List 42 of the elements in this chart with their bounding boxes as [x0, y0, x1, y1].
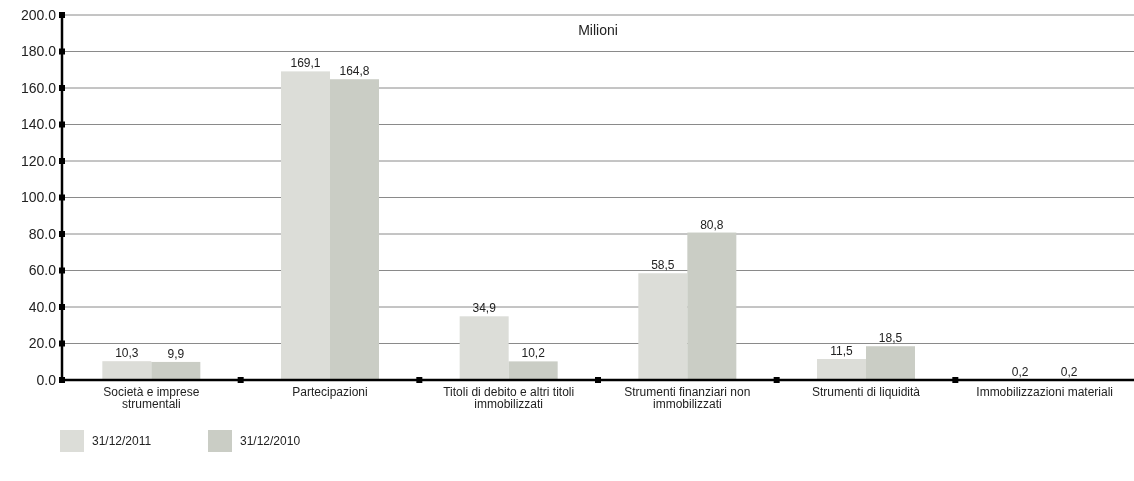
data-label: 80,8 [700, 217, 724, 232]
data-label: 10,2 [521, 346, 546, 361]
x-tick-label: Società e imprese strumentali [103, 385, 200, 411]
bar [817, 359, 866, 380]
legend-label: 31/12/2010 [240, 434, 301, 448]
x-tick-label: Strumenti di liquidità [811, 385, 921, 399]
y-tick-label: 200.0 [20, 6, 57, 23]
bar [866, 346, 915, 380]
y-tick-label: 180.0 [20, 43, 57, 60]
x-tick-label: Titoli di debito e altri titoli immobilizzati [443, 385, 575, 411]
data-label: 18,5 [878, 331, 903, 346]
x-tick-label: Strumenti finanziari non immobilizzati [624, 385, 751, 411]
y-tick-label: 160.0 [20, 79, 57, 96]
bar [638, 273, 688, 380]
bar [508, 361, 558, 380]
y-tick-label: 0.0 [36, 371, 57, 388]
data-label: 0,2 [1011, 364, 1029, 379]
text: Milioni [578, 22, 618, 38]
data-label: 10,3 [115, 346, 139, 361]
data-label: 0,2 [1060, 364, 1078, 379]
y-tick-label: 80.0 [28, 225, 57, 242]
bar [281, 71, 330, 380]
y-tick-label: 60.0 [28, 262, 57, 279]
y-tick-label: 20.0 [28, 335, 57, 352]
data-label: 11,5 [830, 344, 854, 359]
x-tick-label: Partecipazioni [292, 385, 368, 399]
y-tick-label: 120.0 [20, 152, 57, 169]
data-label: 164,8 [339, 64, 370, 79]
bar [687, 232, 737, 380]
bar [330, 79, 379, 380]
y-tick-label: 40.0 [28, 298, 57, 315]
data-label: 169,1 [290, 56, 321, 71]
y-tick-label: 100.0 [20, 189, 57, 206]
data-label: 9,9 [167, 346, 185, 361]
data-label: 34,9 [472, 301, 497, 316]
legend-label: 31/12/2011 [92, 434, 152, 448]
bar [459, 316, 509, 380]
bar [102, 361, 152, 380]
data-label: 58,5 [651, 258, 675, 273]
y-tick-label: 140.0 [20, 116, 57, 133]
bar [151, 361, 201, 380]
x-tick-label: Immobilizzazioni materiali [976, 385, 1114, 399]
